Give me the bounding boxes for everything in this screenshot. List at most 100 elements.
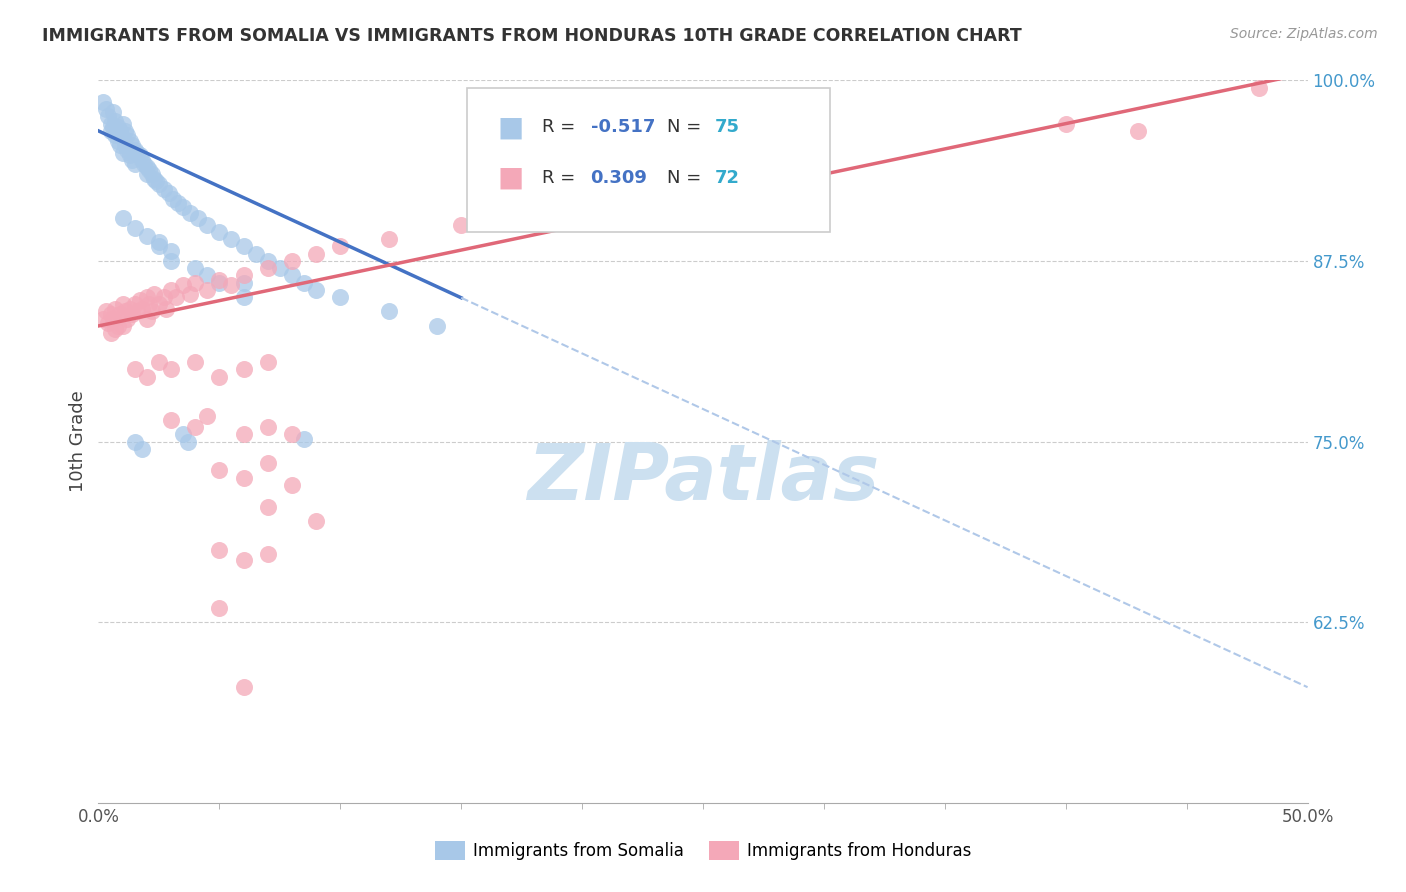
Point bbox=[281, 478, 304, 492]
Point bbox=[128, 148, 150, 162]
Point bbox=[100, 117, 122, 131]
Text: ■: ■ bbox=[498, 164, 523, 192]
Point bbox=[143, 287, 166, 301]
Point bbox=[160, 283, 183, 297]
FancyBboxPatch shape bbox=[467, 87, 830, 232]
Point bbox=[329, 290, 352, 304]
Point bbox=[114, 124, 136, 138]
Point bbox=[426, 318, 449, 333]
Point bbox=[111, 318, 134, 333]
Point bbox=[121, 138, 143, 153]
Point bbox=[765, 153, 787, 167]
Point bbox=[108, 124, 131, 138]
Point bbox=[269, 261, 291, 276]
Point bbox=[208, 600, 231, 615]
Point bbox=[118, 148, 141, 162]
Point bbox=[184, 420, 207, 434]
Point bbox=[117, 311, 139, 326]
Point bbox=[138, 297, 160, 311]
Point bbox=[208, 273, 231, 287]
Point bbox=[177, 434, 200, 449]
Point bbox=[281, 427, 304, 442]
Point bbox=[135, 229, 157, 244]
Point bbox=[256, 500, 278, 514]
Point bbox=[97, 109, 120, 123]
Point bbox=[135, 369, 157, 384]
Point bbox=[1249, 80, 1271, 95]
Point bbox=[232, 290, 254, 304]
Legend: Immigrants from Somalia, Immigrants from Honduras: Immigrants from Somalia, Immigrants from… bbox=[427, 834, 979, 867]
Point bbox=[124, 362, 146, 376]
Point bbox=[172, 201, 194, 215]
Point bbox=[148, 235, 170, 249]
Point bbox=[184, 355, 207, 369]
Point bbox=[104, 322, 127, 336]
Point bbox=[292, 276, 315, 290]
Point bbox=[101, 105, 124, 120]
Point bbox=[1054, 117, 1077, 131]
Point bbox=[157, 186, 180, 200]
Point bbox=[162, 192, 184, 206]
Point bbox=[127, 145, 149, 160]
Point bbox=[135, 311, 157, 326]
Point bbox=[111, 297, 134, 311]
Point bbox=[117, 143, 139, 157]
Point bbox=[232, 268, 254, 283]
Point bbox=[187, 211, 209, 225]
Point bbox=[107, 318, 129, 333]
Point bbox=[377, 232, 399, 246]
Point bbox=[100, 307, 122, 321]
Point bbox=[232, 427, 254, 442]
Point bbox=[148, 239, 170, 253]
Point bbox=[305, 514, 328, 528]
Point bbox=[184, 261, 207, 276]
Point bbox=[94, 304, 117, 318]
Point bbox=[143, 171, 166, 186]
Point bbox=[148, 178, 170, 192]
Point bbox=[221, 232, 243, 246]
Point bbox=[134, 157, 156, 171]
Point bbox=[165, 290, 187, 304]
Text: ZIPatlas: ZIPatlas bbox=[527, 440, 879, 516]
Point bbox=[232, 362, 254, 376]
Text: ■: ■ bbox=[498, 113, 523, 141]
Point bbox=[101, 311, 124, 326]
Point bbox=[117, 128, 139, 143]
Point bbox=[121, 153, 143, 167]
Point bbox=[692, 160, 714, 174]
Point bbox=[138, 162, 160, 177]
Point bbox=[152, 290, 174, 304]
Point bbox=[131, 301, 153, 316]
Point bbox=[160, 362, 183, 376]
Point bbox=[256, 261, 278, 276]
Point bbox=[305, 246, 328, 260]
Point bbox=[208, 463, 231, 477]
Point bbox=[329, 239, 352, 253]
Point bbox=[160, 413, 183, 427]
Text: N =: N = bbox=[666, 119, 707, 136]
Point bbox=[256, 355, 278, 369]
Point bbox=[184, 276, 207, 290]
Point bbox=[127, 304, 149, 318]
Point bbox=[232, 680, 254, 694]
Point bbox=[160, 244, 183, 258]
Point bbox=[245, 246, 267, 260]
Text: 75: 75 bbox=[716, 119, 740, 136]
Point bbox=[108, 307, 131, 321]
Point bbox=[195, 218, 218, 232]
Point bbox=[135, 160, 157, 174]
Point bbox=[124, 220, 146, 235]
Point bbox=[135, 167, 157, 181]
Point bbox=[94, 102, 117, 116]
Text: IMMIGRANTS FROM SOMALIA VS IMMIGRANTS FROM HONDURAS 10TH GRADE CORRELATION CHART: IMMIGRANTS FROM SOMALIA VS IMMIGRANTS FR… bbox=[42, 27, 1022, 45]
Point bbox=[172, 427, 194, 442]
Point bbox=[232, 470, 254, 484]
Point bbox=[1128, 124, 1150, 138]
Point bbox=[124, 143, 146, 157]
Point bbox=[232, 239, 254, 253]
Text: 72: 72 bbox=[716, 169, 740, 186]
Point bbox=[208, 276, 231, 290]
Point bbox=[104, 113, 127, 128]
Point bbox=[232, 276, 254, 290]
Text: 0.309: 0.309 bbox=[591, 169, 647, 186]
